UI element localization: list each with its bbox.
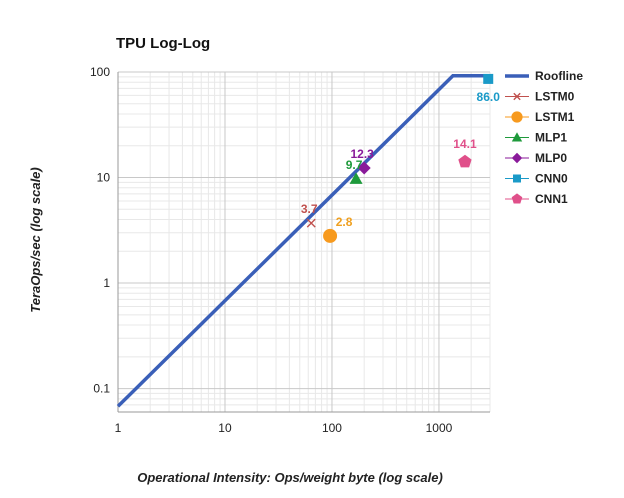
- point-lstm0: [306, 218, 316, 228]
- y-tick-label: 0.1: [93, 382, 110, 396]
- x-stroke: [306, 218, 316, 228]
- point-lstm1: [323, 228, 338, 243]
- data-label-lstm1: 2.8: [336, 215, 353, 229]
- data-label-mlp0: 12.3: [350, 147, 374, 161]
- legend-marker-cnn0: [513, 174, 521, 183]
- legend-label-mlp0: MLP0: [535, 151, 567, 165]
- data-label-cnn0: 86.0: [477, 90, 501, 104]
- legend-label-cnn0: CNN0: [535, 172, 568, 186]
- legend-label-lstm0: LSTM0: [535, 90, 575, 104]
- y-axis-title: TeraOps/sec (log scale): [28, 167, 43, 312]
- x-tick-label: 100: [322, 421, 342, 435]
- data-label-cnn1: 14.1: [453, 137, 477, 151]
- legend-marker-lstm0: [513, 92, 521, 101]
- y-tick-label: 100: [90, 65, 110, 79]
- legend-label-roofline: Roofline: [535, 69, 583, 83]
- legend-label-cnn1: CNN1: [535, 192, 568, 206]
- y-tick-label: 1: [103, 276, 110, 290]
- x-stroke: [513, 92, 521, 101]
- point-cnn1: [458, 154, 472, 168]
- x-tick-label: 1000: [426, 421, 453, 435]
- legend-marker-mlp0: [511, 152, 523, 164]
- legend-marker-mlp1: [511, 132, 523, 142]
- legend-label-lstm1: LSTM1: [535, 110, 575, 124]
- legend-label-mlp1: MLP1: [535, 131, 567, 145]
- data-label-mlp1: 9.7: [346, 158, 363, 172]
- point-cnn0: [483, 73, 494, 84]
- chart-title: TPU Log-Log: [116, 35, 210, 52]
- y-tick-label: 10: [97, 171, 111, 185]
- roofline-line: [116, 74, 490, 408]
- x-tick-label: 10: [218, 421, 232, 435]
- legend-marker-lstm1: [511, 111, 523, 123]
- x-axis-title: Operational Intensity: Ops/weight byte (…: [137, 470, 443, 485]
- data-label-lstm0: 3.7: [301, 202, 318, 216]
- point-mlp0: [357, 161, 371, 175]
- point-mlp1: [349, 172, 363, 184]
- x-tick-label: 1: [115, 421, 122, 435]
- legend-marker-cnn1: [511, 193, 523, 204]
